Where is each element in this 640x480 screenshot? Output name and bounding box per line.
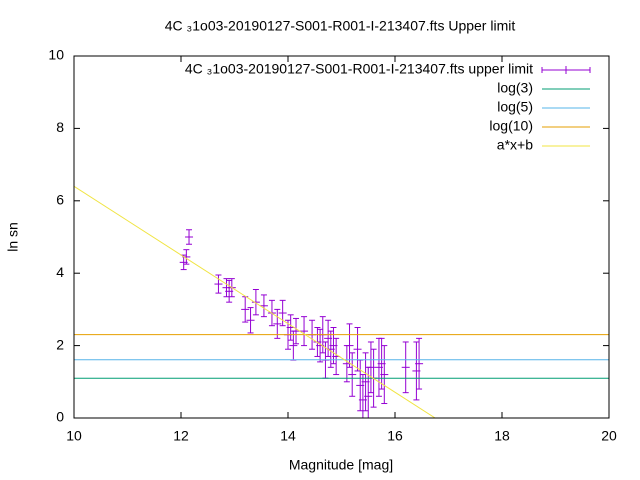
x-tick-label: 16 bbox=[387, 428, 403, 444]
legend-label: log(5) bbox=[497, 99, 533, 115]
y-tick-label: 2 bbox=[56, 336, 64, 352]
x-tick-label: 14 bbox=[280, 428, 296, 444]
x-tick-label: 18 bbox=[494, 428, 510, 444]
x-axis-label: Magnitude [mag] bbox=[289, 457, 393, 473]
y-tick-label: 10 bbox=[48, 47, 64, 63]
x-tick-label: 10 bbox=[66, 428, 82, 444]
y-tick-label: 8 bbox=[56, 119, 64, 135]
plot-border bbox=[73, 55, 610, 419]
y-tick-label: 0 bbox=[56, 409, 64, 425]
x-tick-label: 12 bbox=[173, 428, 189, 444]
legend-label: a*x+b bbox=[497, 137, 533, 153]
line bbox=[74, 185, 436, 418]
legend-label: log(3) bbox=[497, 80, 533, 96]
x-tick-label: 20 bbox=[601, 428, 617, 444]
legend-label: 4C ₃1o03-20190127-S001-R001-I-213407.fts… bbox=[185, 61, 533, 77]
chart-title: 4C ₃1o03-20190127-S001-R001-I-213407.fts… bbox=[165, 18, 516, 34]
y-tick-label: 4 bbox=[56, 264, 64, 280]
y-axis-label: ln sn bbox=[5, 222, 21, 252]
legend-label: log(10) bbox=[489, 118, 533, 134]
y-tick-label: 6 bbox=[56, 192, 64, 208]
